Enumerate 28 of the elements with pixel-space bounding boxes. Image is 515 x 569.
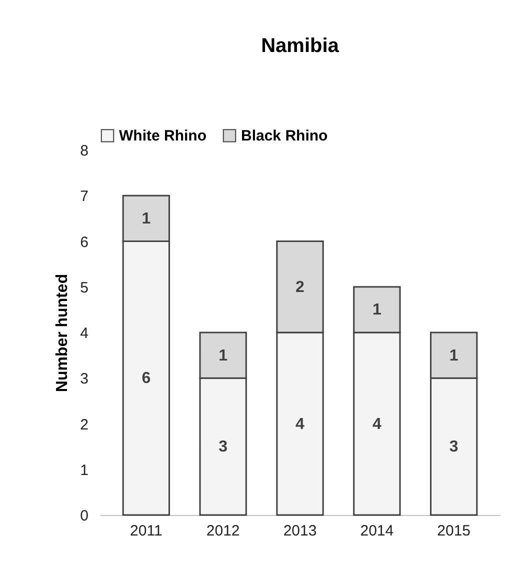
data-label: 4 <box>372 416 382 433</box>
y-tick-label: 8 <box>80 142 88 160</box>
y-tick-label: 5 <box>80 279 88 296</box>
y-tick-label: 6 <box>80 234 88 251</box>
data-label: 2 <box>296 278 305 296</box>
y-tick-label: 4 <box>80 325 88 342</box>
data-label: 1 <box>372 302 382 319</box>
data-label: 3 <box>218 438 228 456</box>
y-tick-label: 3 <box>80 370 88 388</box>
x-tick-label: 2014 <box>360 522 394 540</box>
y-tick-label: 1 <box>80 462 88 479</box>
legend-label: White Rhino <box>119 128 206 145</box>
chart-title: Namibia <box>261 35 340 57</box>
x-tick-label: 2012 <box>206 522 240 540</box>
x-tick-label: 2013 <box>283 522 317 540</box>
data-label: 6 <box>142 370 151 388</box>
legend-label: Black Rhino <box>241 128 328 145</box>
y-axis-title: Number hunted <box>54 274 72 392</box>
y-tick-label: 0 <box>80 508 88 524</box>
data-label: 4 <box>296 416 305 433</box>
y-tick-label: 2 <box>80 416 88 434</box>
x-tick-label: 2011 <box>130 522 162 540</box>
data-label: 3 <box>449 438 458 456</box>
data-label: 1 <box>142 210 151 228</box>
y-tick-label: 7 <box>80 188 88 206</box>
data-label: 1 <box>449 347 458 364</box>
x-tick-label: 2015 <box>437 522 471 540</box>
data-label: 1 <box>218 347 228 364</box>
